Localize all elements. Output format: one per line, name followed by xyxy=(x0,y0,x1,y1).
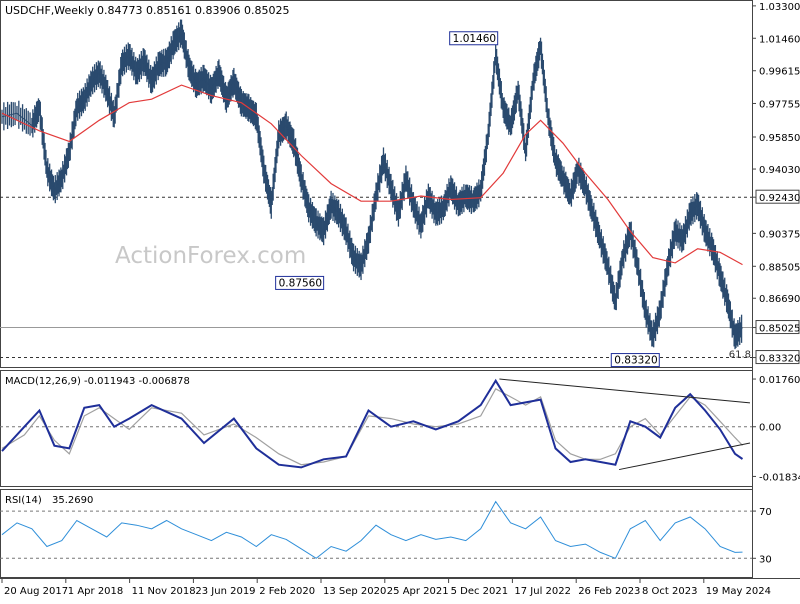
rsi-header-label: RSI(14) xyxy=(5,495,42,506)
price-tick-label: 0.94030 xyxy=(759,165,800,176)
rsi-layer xyxy=(0,500,752,559)
x-tick-label: 26 Feb 2023 xyxy=(578,586,640,597)
price-tick-label: 0.88505 xyxy=(759,262,800,273)
price-layer: 1.01460 0.87560 0.83320 61.8 xyxy=(0,19,752,368)
price-close-line xyxy=(1,31,743,339)
macd-tick-label: 0.017603 xyxy=(759,375,800,386)
x-tick-label: 25 Apr 2021 xyxy=(387,586,449,597)
rsi-panel-frame xyxy=(0,489,753,578)
macd-macd-line xyxy=(1,378,744,469)
macd-layer xyxy=(0,378,752,471)
price-tick-label: 1.01460 xyxy=(759,34,800,45)
price-tick-label: 0.99615 xyxy=(759,67,800,78)
x-tick-label: 17 Jul 2022 xyxy=(514,586,571,597)
macd-tick-label: 0.00 xyxy=(759,423,781,434)
macd-trendline-0 xyxy=(499,378,751,404)
price-tick-label: 0.86690 xyxy=(759,294,800,305)
x-tick-label: 11 Nov 2018 xyxy=(132,586,196,597)
annotation-label-2: 0.83320 xyxy=(614,355,657,367)
price-tick-label: 0.92430 xyxy=(759,193,800,204)
rsi-header-values: 35.2690 xyxy=(52,495,93,506)
rsi-line xyxy=(1,500,743,559)
annotation-label-0: 1.01460 xyxy=(453,33,496,45)
x-tick-label: 13 Sep 2020 xyxy=(323,586,386,597)
price-level-label-box xyxy=(755,320,800,335)
annotation-box-2 xyxy=(610,353,660,368)
macd-header-label: MACD(12,26,9) xyxy=(5,376,81,387)
annotation-label-1: 0.87560 xyxy=(279,277,322,289)
price-tick-label: 0.97755 xyxy=(759,99,800,110)
price-tick-label: 0.83320 xyxy=(759,354,800,365)
price-header-label: USDCHF,Weekly xyxy=(5,4,94,17)
price-header-values: 0.84773 0.85161 0.83906 0.85025 xyxy=(97,4,289,17)
x-tick-label: 8 Oct 2023 xyxy=(642,586,697,597)
x-tick-label: 2 Feb 2020 xyxy=(259,586,315,597)
price-tick-label: 0.85025 xyxy=(759,324,800,335)
fib-label-61-8: 61.8 xyxy=(729,349,751,360)
macd-panel-frame xyxy=(0,370,753,487)
price-tick-label: 1.03300 xyxy=(759,2,800,13)
x-tick-label: 23 Jun 2019 xyxy=(195,586,255,597)
macd-tick-label: -0.01834 xyxy=(759,472,800,483)
moving-average-line xyxy=(1,84,743,266)
rsi-tick-label: 70 xyxy=(759,507,772,518)
price-tick-label: 0.90375 xyxy=(759,229,800,240)
price-level-label-box xyxy=(755,350,800,365)
price-level-label-box xyxy=(755,189,800,204)
x-tick-label: 20 Aug 2017 xyxy=(4,586,68,597)
watermark: ActionForex.com xyxy=(115,243,306,269)
macd-trendline-1 xyxy=(619,442,751,471)
annotation-box-1 xyxy=(275,275,325,290)
annotation-box-0 xyxy=(449,31,499,46)
macd-header-values: -0.011943 -0.006878 xyxy=(84,376,190,387)
price-tick-label: 0.95850 xyxy=(759,133,800,144)
x-tick-label: 1 Apr 2018 xyxy=(68,586,123,597)
x-tick-label: 5 Dec 2021 xyxy=(451,586,509,597)
rsi-tick-label: 30 xyxy=(759,554,772,565)
x-tick-label: 19 May 2024 xyxy=(706,586,771,597)
